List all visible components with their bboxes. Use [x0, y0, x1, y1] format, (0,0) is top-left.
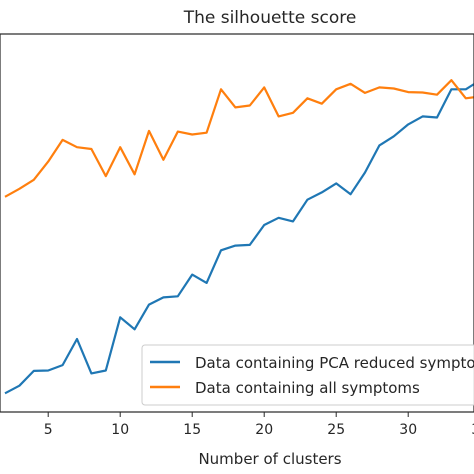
chart-title: The silhouette score	[183, 8, 357, 28]
series-line-all	[4, 79, 474, 198]
x-tick-label-10: 10	[111, 422, 129, 438]
plot-frame	[0, 33, 474, 413]
x-tick-label-20: 20	[255, 422, 273, 438]
x-tick-label-25: 25	[327, 422, 345, 438]
plot-lines	[4, 79, 474, 395]
x-tick-label-30: 30	[399, 422, 417, 438]
x-tick-label-15: 15	[183, 422, 201, 438]
legend-box	[141, 344, 474, 406]
legend-label-pca: Data containing PCA reduced symptoms	[195, 354, 474, 372]
x-axis-ticks: 5 10 15 20 25 30 35	[44, 412, 474, 438]
legend-label-all: Data containing all symptoms	[195, 379, 420, 397]
x-tick-label-35: 35	[471, 422, 474, 438]
x-tick-label-5: 5	[44, 422, 53, 438]
series-line-pca	[4, 82, 474, 395]
x-axis-label: Number of clusters	[198, 450, 341, 468]
legend: Data containing PCA reduced symptoms Dat…	[141, 344, 474, 406]
